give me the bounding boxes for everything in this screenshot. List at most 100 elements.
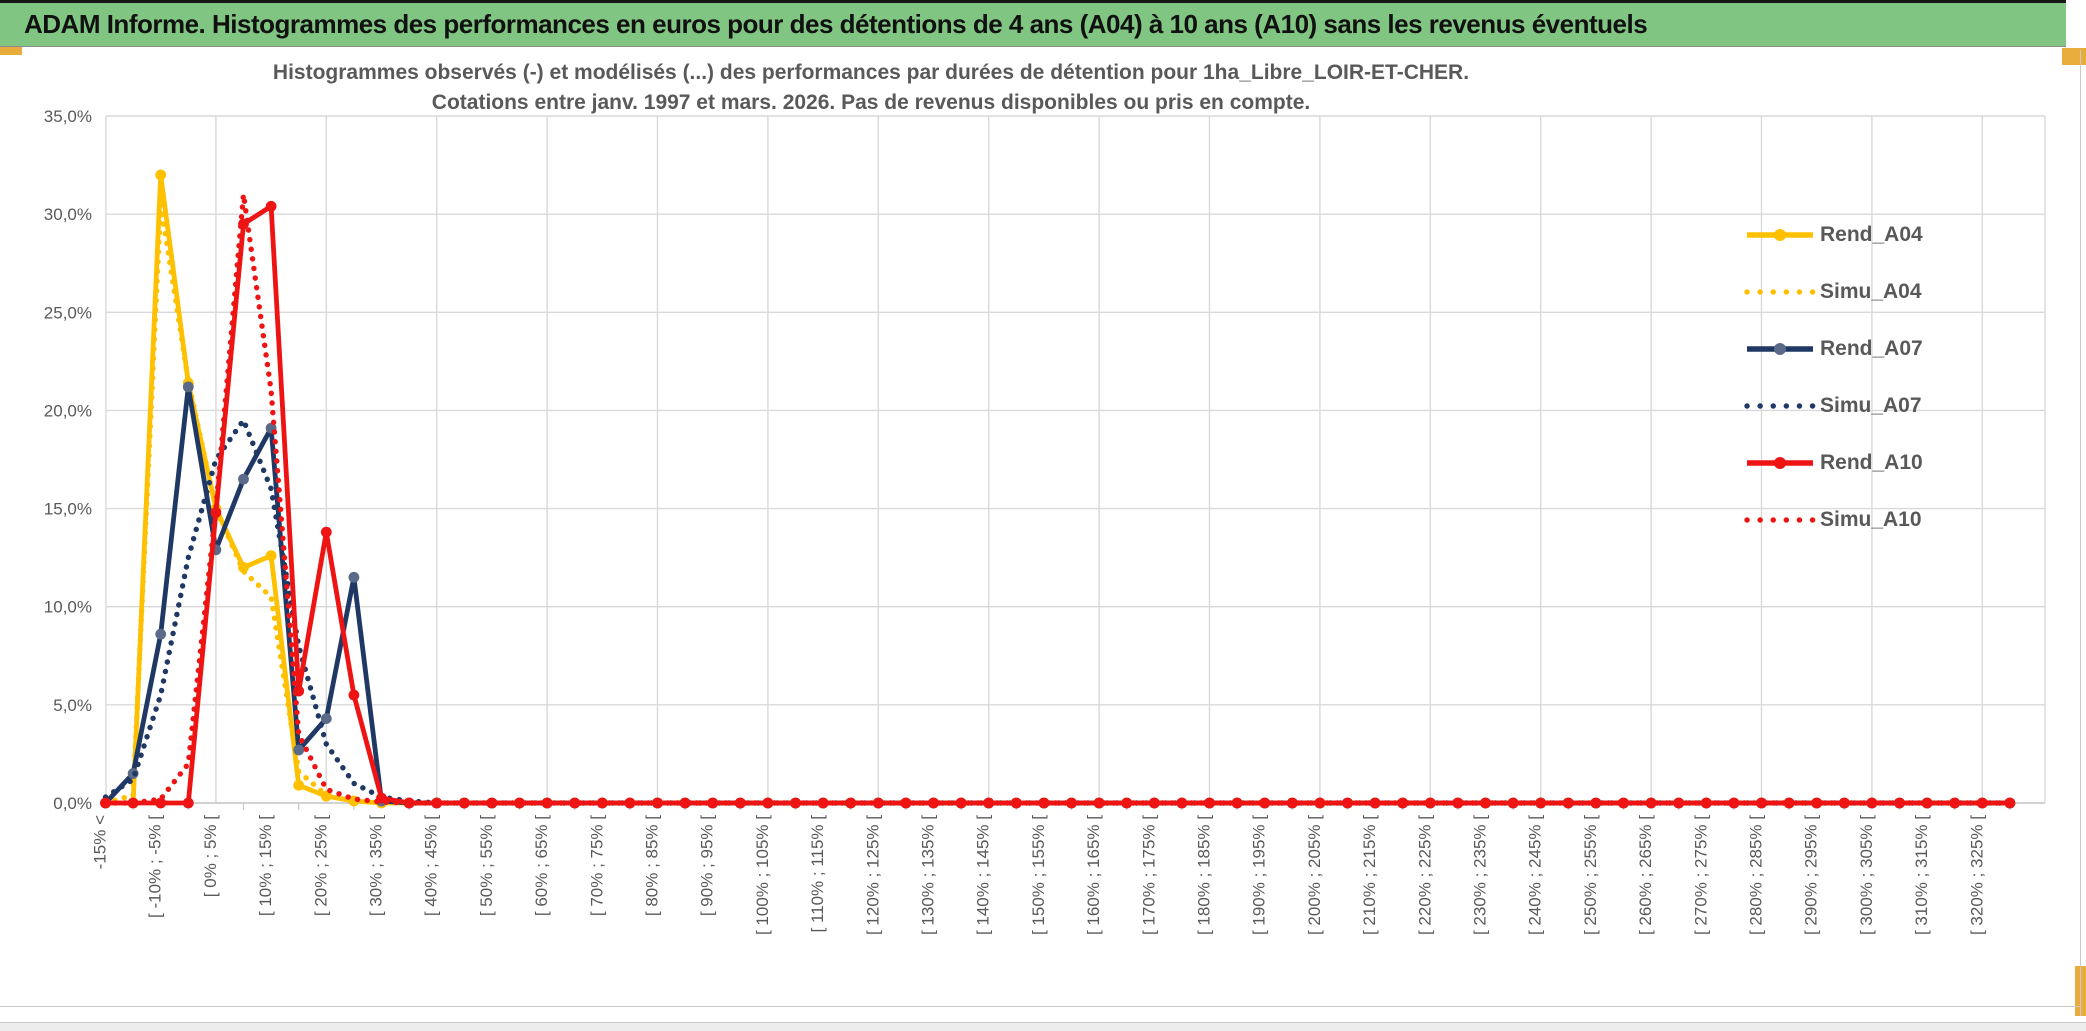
series-rend_a10-marker (1066, 797, 1077, 809)
series-simu_a10-line (102, 191, 2013, 806)
x-axis-tick-label: [ 90% ; 95% [ (698, 815, 717, 916)
series-rend_a10-marker (900, 797, 912, 809)
chart-header-bar: ADAM Informe. Histogrammes des performan… (0, 0, 2066, 47)
series-rend_a07-marker (348, 571, 360, 583)
x-axis-tick-label: [ 170% ; 175% [ (1139, 815, 1158, 935)
x-axis-tick-label: [ 240% ; 245% [ (1526, 815, 1545, 935)
x-axis-tick-label: [ 80% ; 85% [ (643, 815, 662, 916)
x-axis-tick-label: [ 260% ; 265% [ (1636, 815, 1655, 935)
series-rend_a10-marker (1811, 797, 1823, 809)
legend-item-simu_a10[interactable]: Simu_A10 (1744, 491, 1923, 548)
series-rend_a10-marker (1452, 797, 1464, 809)
x-axis-tick-label: [ 20% ; 25% [ (311, 815, 330, 916)
legend-marker (1774, 228, 1786, 241)
chart-title: Histogrammes observés (-) et modélisés (… (106, 58, 1636, 118)
legend-sample-solid (1747, 342, 1813, 355)
chart-legend: Rend_A04 Simu_A04 Rend_A07 Simu_A07 Rend_A10… (1744, 206, 1923, 548)
series-rend_a10-marker (707, 797, 719, 809)
x-axis-tick-label: [ 300% ; 305% [ (1857, 815, 1876, 935)
x-axis-tick-label: [ 200% ; 205% [ (1305, 815, 1324, 935)
legend-item-simu_a07[interactable]: Simu_A07 (1744, 377, 1923, 434)
series-rend_a10-marker (1590, 797, 1602, 809)
x-axis-tick-label: [ 320% ; 325% [ (1967, 815, 1986, 935)
legend-sample-solid (1747, 456, 1813, 469)
series-rend_a07-marker (238, 473, 249, 485)
series-rend_a04-marker (155, 169, 167, 181)
x-axis-tick-label: [ 180% ; 185% [ (1195, 815, 1214, 935)
series-rend_a10-marker (1645, 797, 1657, 809)
x-axis-tick-label: [ 0% ; 5% [ (201, 815, 220, 897)
series-rend_a10-marker (1231, 797, 1243, 809)
series-rend_a10-marker (734, 797, 746, 809)
x-axis-tick-label: [ 60% ; 65% [ (532, 815, 551, 916)
x-axis-tick-label: [ 50% ; 55% [ (477, 815, 496, 916)
series-rend_a10-marker (155, 797, 167, 809)
series-rend_a10-marker (1976, 797, 1988, 809)
y-axis-tick-label: 25,0% (44, 303, 92, 322)
x-axis-tick-label: [ 140% ; 145% [ (974, 815, 993, 935)
plot-area (106, 116, 2045, 803)
series-rend_a10-marker (1949, 797, 1961, 809)
chart-title-line1: Histogrammes observés (-) et modélisés (… (272, 61, 1470, 84)
legend-marker (1774, 342, 1786, 355)
series-rend_a07-marker (293, 744, 305, 756)
x-axis-tick-label: [ 310% ; 315% [ (1912, 815, 1931, 935)
x-axis-tick-label: [ 290% ; 295% [ (1802, 815, 1821, 935)
chart-header-title: ADAM Informe. Histogrammes des performan… (24, 9, 1648, 39)
x-axis-tick-label: [ 100% ; 105% [ (753, 815, 772, 935)
series-rend_a10-marker (1286, 797, 1298, 809)
x-axis-tick-label: [ 280% ; 285% [ (1747, 815, 1766, 935)
series-rend_a04-marker (265, 550, 277, 562)
x-axis-tick-label: [ 250% ; 255% [ (1581, 815, 1600, 935)
legend-item-rend_a07[interactable]: Rend_A07 (1744, 320, 1923, 377)
x-axis-tick-label: [ 230% ; 235% [ (1471, 815, 1490, 935)
series-rend_a10-marker (928, 797, 939, 809)
series-rend_a10-marker (1424, 797, 1436, 809)
x-axis-tick-label: [ 10% ; 15% [ (256, 815, 275, 916)
legend-marker (1774, 456, 1786, 469)
x-axis-tick-label: [ 120% ; 125% [ (863, 815, 882, 935)
series-rend_a10-marker (1121, 797, 1133, 809)
series-rend_a10-marker (762, 797, 774, 809)
series-rend_a10-marker (1618, 797, 1629, 809)
legend-sample-dotted (1744, 402, 1816, 409)
gold-accent-top-left (0, 47, 22, 55)
legend-item-rend_a04[interactable]: Rend_A04 (1744, 206, 1923, 263)
series-rend_a10-marker (1259, 797, 1271, 809)
legend-label: Simu_A07 (1820, 393, 1922, 417)
x-axis-tick-label: [ 110% ; 115% [ (808, 815, 827, 933)
series-rend_a10-marker (348, 689, 360, 701)
x-axis-tick-label: [ 190% ; 195% [ (1250, 815, 1269, 935)
y-axis-tick-label: 30,0% (44, 205, 92, 224)
series-rend_a10-marker (320, 526, 332, 538)
x-axis-tick-label: [ 150% ; 155% [ (1029, 815, 1048, 935)
series-rend_a10-marker (1093, 797, 1105, 809)
legend-label: Rend_A04 (1820, 222, 1923, 246)
series-rend_a10-marker (182, 797, 194, 809)
legend-item-rend_a10[interactable]: Rend_A10 (1744, 434, 1923, 491)
series-rend_a10-marker (2004, 797, 2016, 809)
legend-sample-dotted (1744, 516, 1816, 523)
chart-title-line2: Cotations entre janv. 1997 et mars. 2026… (431, 91, 1311, 114)
x-axis-tick-label: [ 220% ; 225% [ (1415, 815, 1434, 935)
series-rend_a10-marker (1480, 797, 1491, 809)
x-axis-tick-label: [ 40% ; 45% [ (422, 815, 441, 916)
series-rend_a10-marker (1783, 797, 1795, 809)
series-rend_a10-marker (569, 797, 581, 809)
legend-label: Simu_A10 (1820, 507, 1922, 531)
y-axis-tick-label: 20,0% (44, 401, 92, 420)
legend-sample-dotted (1744, 288, 1816, 295)
legend-item-simu_a04[interactable]: Simu_A04 (1744, 263, 1923, 320)
x-axis-tick-label: [ 130% ; 135% [ (919, 815, 938, 935)
series-rend_a10-marker (265, 200, 277, 212)
x-axis-tick-label: [ 210% ; 215% [ (1360, 815, 1379, 935)
x-axis-tick-label: [ -10% ; -5% [ (146, 815, 165, 918)
series-rend_a10-marker (872, 797, 884, 809)
chart-outer-border-bottom (0, 1006, 2081, 1007)
x-axis-tick-label: -15% < (91, 815, 110, 869)
x-axis-tick-label: [ 30% ; 35% [ (367, 815, 386, 916)
x-axis-tick-label: [ 160% ; 165% [ (1084, 815, 1103, 935)
legend-label: Simu_A04 (1820, 279, 1922, 303)
